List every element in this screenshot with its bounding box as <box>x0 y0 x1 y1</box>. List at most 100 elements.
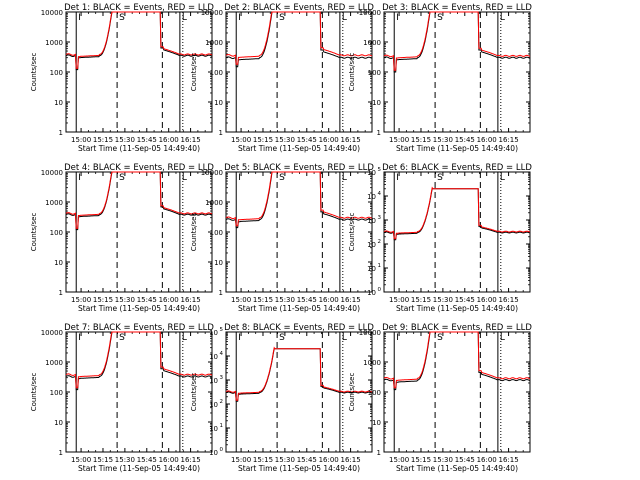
y-tick-label: 10000 <box>359 329 381 337</box>
y-tick-label: 10000 <box>359 9 381 17</box>
panel-title: Det 3: BLACK = Events, RED = LLD <box>382 3 532 13</box>
y-tick-label: 1000 <box>363 359 381 367</box>
event-marker-label: I <box>78 13 81 23</box>
x-tick-label: 15:00 <box>231 296 251 304</box>
x-tick-label: 16:00 <box>159 296 179 304</box>
x-tick-label: 15:30 <box>115 456 135 464</box>
event-marker-label: I <box>78 173 81 183</box>
y-tick-label: 1 <box>219 129 223 137</box>
x-axis-label: Start Time (11-Sep-05 14:49:40) <box>78 304 200 313</box>
y-tick-label: 10 <box>54 99 63 107</box>
x-tick-label: 16:00 <box>319 296 339 304</box>
lld-series-line <box>225 171 373 227</box>
y-tick-label: 1000 <box>45 359 63 367</box>
lld-series-line <box>383 186 531 240</box>
x-tick-label: 16:00 <box>159 136 179 144</box>
y-tick-label: 10 <box>214 259 223 267</box>
lld-series-line <box>65 171 213 229</box>
x-tick-label: 15:00 <box>389 136 409 144</box>
y-tick-label: 1 <box>59 289 63 297</box>
y-tick-label: 100 <box>368 389 381 397</box>
x-tick-label: 15:15 <box>411 136 431 144</box>
event-marker-label: S <box>279 173 285 183</box>
panel-title: Det 6: BLACK = Events, RED = LLD <box>382 163 532 173</box>
panel-det-9: Det 9: BLACK = Events, RED = LLD 1 10 100 10… <box>348 323 532 473</box>
x-tick-label: 15:00 <box>231 456 251 464</box>
event-marker-label: S <box>119 13 125 23</box>
event-marker-label: S <box>279 13 285 23</box>
y-tick-label: 10 <box>367 169 376 177</box>
y-tick-exponent: 0 <box>220 447 224 453</box>
x-tick-label: 16:15 <box>180 456 200 464</box>
x-tick-label: 16:15 <box>180 136 200 144</box>
y-tick-label: 10000 <box>41 329 63 337</box>
x-tick-label: 15:45 <box>455 456 475 464</box>
event-marker-label: L <box>342 13 347 23</box>
x-tick-label: 16:00 <box>477 296 497 304</box>
x-tick-label: 15:30 <box>433 136 453 144</box>
x-tick-label: 16:00 <box>319 136 339 144</box>
y-tick-label: 10000 <box>201 9 223 17</box>
x-tick-label: 16:00 <box>159 456 179 464</box>
y-tick-label: 1 <box>219 289 223 297</box>
panel-title: Det 4: BLACK = Events, RED = LLD <box>64 163 214 173</box>
x-axis-label: Start Time (11-Sep-05 14:49:40) <box>396 464 518 473</box>
y-tick-label: 10 <box>367 265 376 273</box>
lld-series-line <box>383 331 531 389</box>
x-axis-label: Start Time (11-Sep-05 14:49:40) <box>78 144 200 153</box>
panel-title: Det 8: BLACK = Events, RED = LLD <box>224 323 374 333</box>
y-tick-label: 10 <box>367 241 376 249</box>
x-tick-label: 16:00 <box>477 456 497 464</box>
x-tick-label: 16:15 <box>498 296 518 304</box>
y-tick-label: 10 <box>209 425 218 433</box>
events-series-line <box>383 331 531 391</box>
y-tick-exponent: 5 <box>220 327 224 333</box>
x-tick-label: 16:00 <box>319 456 339 464</box>
x-tick-label: 15:30 <box>275 136 295 144</box>
event-marker-label: I <box>396 13 399 23</box>
x-tick-label: 15:45 <box>455 296 475 304</box>
y-tick-label: 100 <box>368 69 381 77</box>
y-tick-label: 1000 <box>205 39 223 47</box>
x-tick-label: 15:45 <box>137 296 157 304</box>
x-tick-label: 15:45 <box>455 136 475 144</box>
lld-series-line <box>65 331 213 389</box>
x-tick-label: 15:15 <box>93 296 113 304</box>
x-tick-label: 16:15 <box>340 296 360 304</box>
event-marker-label: S <box>119 173 125 183</box>
x-tick-label: 15:30 <box>115 136 135 144</box>
y-axis-label: Counts/sec <box>30 213 38 252</box>
y-axis-label: Counts/sec <box>190 373 198 412</box>
x-tick-label: 15:30 <box>275 456 295 464</box>
y-tick-label: 10 <box>372 99 381 107</box>
y-tick-exponent: 2 <box>220 399 224 405</box>
y-axis-label: Counts/sec <box>348 53 356 92</box>
event-marker-label: S <box>119 333 125 343</box>
y-tick-exponent: 1 <box>378 263 382 269</box>
plot-frame <box>383 11 531 133</box>
y-tick-exponent: 2 <box>378 239 382 245</box>
x-tick-label: 15:45 <box>137 136 157 144</box>
event-marker-label: L <box>342 173 347 183</box>
x-tick-label: 15:45 <box>297 296 317 304</box>
y-axis-label: Counts/sec <box>30 373 38 412</box>
x-tick-label: 15:15 <box>93 456 113 464</box>
x-axis-label: Start Time (11-Sep-05 14:49:40) <box>78 464 200 473</box>
events-series-line <box>383 11 531 73</box>
event-marker-label: I <box>238 333 241 343</box>
x-tick-label: 15:15 <box>411 296 431 304</box>
y-tick-label: 1000 <box>45 39 63 47</box>
y-tick-label: 10 <box>54 419 63 427</box>
x-tick-label: 15:45 <box>297 456 317 464</box>
event-marker-label: L <box>182 333 187 343</box>
y-tick-label: 1 <box>377 129 381 137</box>
y-tick-label: 1000 <box>363 39 381 47</box>
panel-title: Det 1: BLACK = Events, RED = LLD <box>64 3 214 13</box>
x-tick-label: 16:15 <box>498 456 518 464</box>
y-tick-label: 10 <box>367 217 376 225</box>
x-tick-label: 15:00 <box>71 456 91 464</box>
x-axis-label: Start Time (11-Sep-05 14:49:40) <box>238 144 360 153</box>
y-axis-label: Counts/sec <box>348 213 356 252</box>
